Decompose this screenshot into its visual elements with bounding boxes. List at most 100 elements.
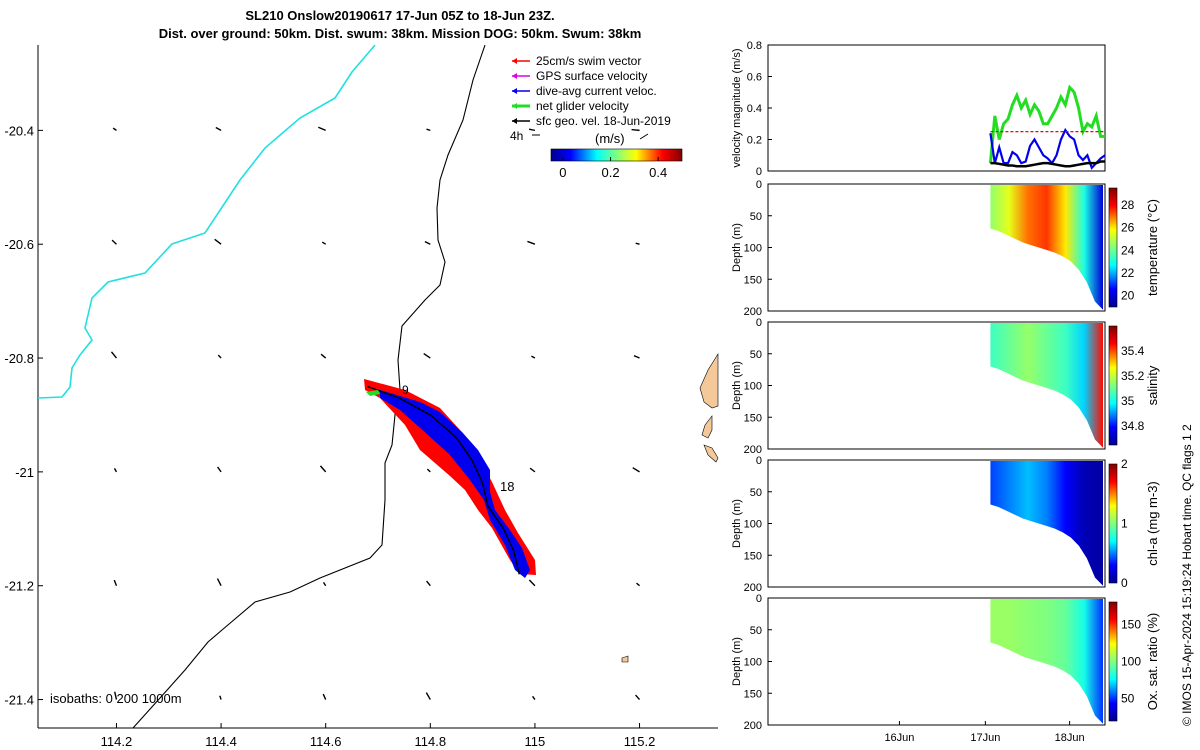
- legend-label: GPS surface velocity: [536, 69, 647, 83]
- colorbar-tick-label: 22: [1121, 266, 1135, 280]
- map-x-ticks: 114.2 114.4 114.6 114.8 115 115.2: [101, 723, 656, 749]
- section-salinity: 0 50 100 150 200 Depth (m) 34.8 35 35.2 35.4salin…: [731, 317, 1160, 456]
- velocity-y-tick-label: 0.8: [747, 40, 762, 52]
- map-x-tick-label: 114.4: [205, 734, 237, 749]
- depth-tick-label: 50: [750, 487, 762, 499]
- velocity-series-line: [990, 160, 1105, 168]
- depth-tick-label: 150: [744, 688, 762, 700]
- section-colorbar: [1108, 463, 1118, 584]
- geo-vector: [111, 239, 117, 245]
- colorbar-tick-label: 0.4: [649, 165, 667, 180]
- depth-tick-label: 150: [744, 274, 762, 286]
- geo-vector: [322, 693, 327, 700]
- legend-label: sfc geo. vel. 18-Jun-2019: [536, 114, 671, 128]
- geostrophic-vectors: [110, 126, 641, 701]
- depth-axis-label: Depth (m): [731, 499, 743, 548]
- depth-tick-label: 50: [750, 211, 762, 223]
- time-marker-arrows: [532, 133, 649, 140]
- depth-tick-label: 200: [744, 306, 762, 318]
- depth-tick-label: 50: [750, 625, 762, 637]
- map-x-tick-label: 115: [525, 734, 546, 749]
- map-chart: 114.2 114.4 114.6 114.8 115 115.2 -20.4-20.6-…: [4, 44, 719, 749]
- depth-tick-label: 200: [744, 444, 762, 456]
- geo-vector: [528, 579, 536, 587]
- colorbar-tick-label: 35: [1121, 394, 1135, 408]
- time-tick-label: 16Jun: [884, 732, 914, 744]
- colorbar-tick-label: 2: [1121, 457, 1128, 471]
- geo-vector: [318, 126, 326, 132]
- map-y-tick-label: -21.4: [4, 693, 34, 708]
- legend-label: dive-avg current veloc.: [536, 84, 657, 98]
- section-field: [990, 323, 1103, 448]
- geo-vector: [319, 465, 327, 473]
- map-y-ticks: -20.4 -20.6 -20.8 -21 -21.2 -21.4: [4, 123, 43, 708]
- geo-vector: [219, 695, 222, 700]
- map-x-tick-label: 114.2: [101, 734, 133, 749]
- time-tick-label: 18Jun: [1055, 732, 1085, 744]
- geo-vector: [214, 238, 222, 245]
- section-colorbar: [1108, 187, 1118, 308]
- geo-vector: [426, 580, 431, 587]
- colorbar-tick-label: 35.2: [1121, 369, 1145, 383]
- geo-vector: [424, 240, 431, 245]
- depth-tick-label: 0: [756, 455, 762, 467]
- geo-vector: [426, 468, 431, 473]
- velocity-y-tick-label: 0.4: [747, 103, 762, 115]
- geo-vector: [426, 128, 431, 132]
- depth-tick-label: 0: [756, 593, 762, 605]
- isobaths-label: isobaths: 0 200 1000m: [50, 691, 182, 706]
- land-mass: [621, 352, 719, 663]
- depth-axis-label: Depth (m): [731, 637, 743, 686]
- velocity-y-tick-label: 0.2: [747, 135, 762, 147]
- colorbar-title: Ox. sat. ratio (%): [1145, 613, 1160, 711]
- legend-arrowhead: [512, 88, 517, 94]
- isobath-200m: [132, 44, 486, 729]
- glider-track: [367, 385, 520, 575]
- colorbar-tick-label: 100: [1121, 655, 1141, 669]
- track-time-labels: 18 9: [402, 383, 514, 494]
- geo-vector: [322, 581, 327, 587]
- colorbar-tick-label: 26: [1121, 221, 1135, 235]
- map-x-tick-label: 114.8: [415, 734, 447, 749]
- swim-vectors: [364, 379, 536, 575]
- data-panels: 0 0.2 0.4 0.6 0.8 velocity magnitude (m/s) 0 5…: [731, 40, 1160, 744]
- section-field: [990, 599, 1103, 724]
- depth-tick-label: 200: [744, 720, 762, 732]
- colorbar-tick-label: 1: [1121, 517, 1128, 531]
- colorbar-tick-label: 0.2: [602, 165, 620, 180]
- track-label: 18: [500, 479, 514, 494]
- depth-tick-label: 100: [744, 243, 762, 255]
- legend-arrowhead: [512, 118, 517, 124]
- section-colorbar: [1108, 325, 1118, 446]
- colorbar-title: temperature (°C): [1145, 199, 1160, 296]
- colorbar-tick-label: 28: [1121, 198, 1135, 212]
- geo-vector: [631, 128, 640, 132]
- section-oxygen: 0 50 100 150 200 Depth (m) 50 100 150 Ox. sat. ra…: [731, 593, 1160, 732]
- depth-tick-label: 50: [750, 349, 762, 361]
- map-y-tick-label: -20.4: [4, 123, 34, 138]
- geo-vector: [635, 694, 641, 701]
- section-field: [990, 185, 1103, 310]
- map-y-tick-label: -20.8: [4, 351, 34, 366]
- map-y-tick-label: -21: [15, 465, 34, 480]
- depth-tick-label: 150: [744, 550, 762, 562]
- section-field: [990, 461, 1103, 586]
- geo-vector: [425, 692, 431, 700]
- legend-arrowhead: [512, 103, 517, 109]
- geo-vector: [321, 241, 327, 245]
- depth-tick-label: 150: [744, 412, 762, 424]
- chart-title-line2: Dist. over ground: 50km. Dist. swum: 38k…: [158, 26, 642, 41]
- net-glider-velocity: [366, 390, 380, 396]
- time-axis: 16Jun 17Jun 18Jun: [884, 721, 1085, 744]
- time-tick-label: 17Jun: [970, 732, 1000, 744]
- colorbar-tick-label: 150: [1121, 617, 1141, 631]
- speed-colorbar: [550, 148, 683, 162]
- velocity-axes-box: [767, 44, 1106, 172]
- legend-label: net glider velocity: [536, 99, 629, 113]
- colorbar-title: chl-a (mg m-3): [1145, 481, 1160, 566]
- map-x-tick-label: 115.2: [624, 734, 656, 749]
- geo-vector: [636, 582, 640, 587]
- geo-vector: [632, 467, 640, 473]
- geo-vector: [635, 242, 640, 245]
